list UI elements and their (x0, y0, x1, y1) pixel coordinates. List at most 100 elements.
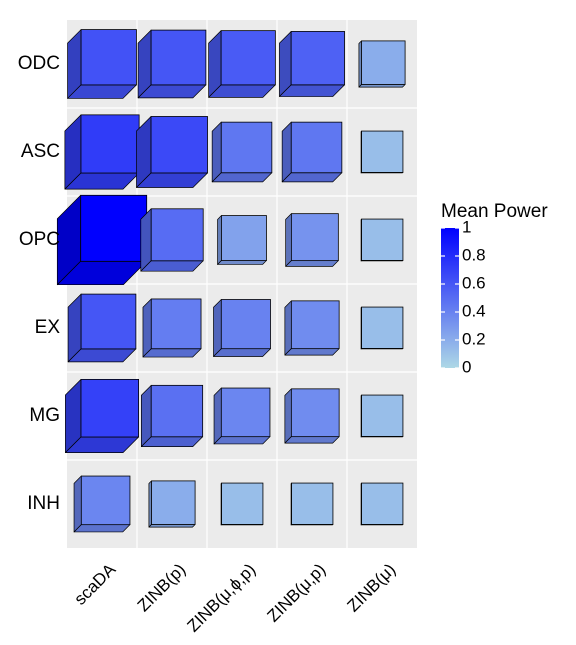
cube-EX-0 (67, 293, 137, 363)
cube-front-face (220, 121, 273, 174)
cube-ASC-4 (360, 130, 404, 174)
cube-MG-2 (213, 387, 271, 445)
cube-bottom-face (213, 436, 271, 445)
cube-front-face (361, 306, 404, 349)
cube-front-face (291, 482, 334, 525)
cube-side-face (140, 384, 152, 448)
cube-EX-1 (142, 298, 202, 358)
cube-front-face (150, 384, 204, 438)
cube-side-face (213, 299, 222, 357)
x-tick-label: ZINB(μ,ϕ,p) (183, 560, 259, 636)
cube-front-face (361, 482, 404, 525)
cube-front-face (290, 300, 340, 350)
cube-ASC-3 (281, 121, 343, 183)
cube-OPC-4 (360, 218, 404, 262)
cube-front-face (361, 130, 404, 173)
cube-tiles (56, 29, 406, 533)
cube-side-face (142, 298, 152, 358)
cube-OPC-3 (285, 213, 339, 267)
legend-ticks: 0 0.2 0.4 0.6 0.8 1 (441, 217, 486, 376)
x-tick-label: scaDA (70, 559, 119, 608)
cube-front-face (290, 121, 343, 174)
cube-bottom-face (279, 84, 345, 97)
cube-front-face (80, 475, 131, 526)
legend: Mean Power 0 0.2 0.4 0.6 0.8 1 (441, 201, 548, 376)
cube-bottom-face (285, 260, 339, 267)
cube-front-face (80, 29, 137, 86)
cube-side-face (73, 475, 82, 533)
y-tick-label: ASC (21, 141, 60, 162)
cube-INH-1 (148, 480, 196, 528)
cube-MG-1 (140, 384, 204, 448)
x-tick-label: ZINB(p) (134, 560, 190, 616)
legend-colorbar (441, 228, 459, 368)
x-tick-label: ZINB(μ,p) (264, 560, 330, 626)
cube-front-face (361, 394, 404, 437)
cube-front-face (221, 215, 267, 261)
y-tick-label: MG (29, 405, 60, 426)
cube-side-face (211, 121, 222, 183)
cube-side-face (284, 388, 292, 444)
cube-side-face (213, 387, 222, 445)
cube-side-face (140, 208, 152, 272)
cube-front-face (220, 299, 271, 350)
cube-EX-3 (284, 300, 340, 356)
cube-front-face (150, 116, 208, 174)
cube-bottom-face (217, 260, 267, 265)
cube-OPC-2 (217, 215, 267, 265)
legend-tick-label: 1 (462, 217, 471, 236)
cube-ODC-3 (279, 31, 345, 97)
cube-INH-2 (220, 482, 264, 526)
cube-INH-0 (73, 475, 131, 533)
cube-side-face (285, 213, 292, 267)
y-tick-label: EX (35, 317, 61, 338)
cube-ODC-4 (358, 40, 406, 88)
cube-side-face (281, 121, 292, 183)
legend-tick-label: 0.2 (462, 329, 486, 348)
cube-front-face (150, 208, 204, 262)
cube-bottom-face (211, 172, 273, 183)
legend-tick-label: 0.6 (462, 273, 486, 292)
cube-MG-4 (360, 394, 404, 438)
cube-front-face (150, 298, 202, 350)
cube-front-face (220, 30, 276, 86)
cube-OPC-1 (140, 208, 204, 272)
legend-tick-label: 0.4 (462, 301, 486, 320)
x-tick-label: ZINB(μ) (344, 560, 400, 616)
cube-bottom-face (73, 524, 131, 533)
cube-front-face (220, 387, 271, 438)
cube-front-face (361, 218, 404, 261)
cube-front-face (151, 480, 196, 525)
cube-ODC-2 (208, 30, 276, 98)
cube-EX-2 (213, 299, 271, 357)
cube-side-face (217, 215, 222, 265)
cube-side-face (284, 300, 292, 356)
cube-front-face (361, 40, 406, 85)
cube-bottom-face (281, 172, 343, 183)
y-axis-labels: ODC ASC OPC EX MG INH (18, 53, 61, 514)
cube-MG-3 (284, 388, 340, 444)
cube-bottom-face (284, 348, 340, 356)
cube-bottom-face (142, 348, 202, 358)
cube-INH-4 (360, 482, 404, 526)
cube-front-face (290, 388, 340, 438)
cube-front-face (80, 378, 139, 438)
y-tick-label: ODC (18, 53, 60, 74)
legend-title: Mean Power (441, 201, 548, 222)
cube-bottom-face (140, 436, 204, 448)
cube-ASC-1 (136, 116, 208, 188)
cube-front-face (80, 293, 137, 350)
grid-lines (67, 20, 417, 548)
cube-ASC-0 (64, 114, 140, 190)
cube-ASC-2 (211, 121, 273, 183)
cube-OPC-0 (56, 194, 148, 286)
y-tick-label: OPC (19, 229, 60, 250)
cube-MG-0 (65, 378, 139, 453)
cube-ODC-0 (67, 29, 137, 99)
legend-tick-label: 0 (462, 357, 471, 376)
cube-front-face (80, 114, 140, 174)
cube-EX-4 (360, 306, 404, 350)
cube-INH-3 (290, 482, 334, 526)
cube-bottom-face (284, 436, 340, 444)
